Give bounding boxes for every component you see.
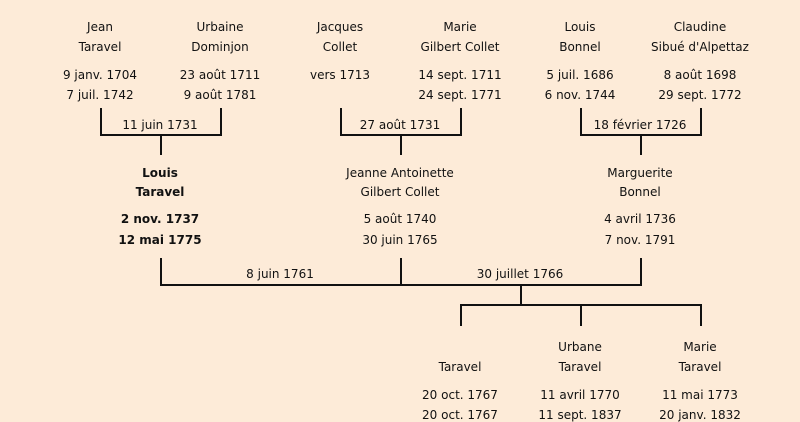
person-last-name: Sibué d'Alpettaz [651, 40, 749, 54]
person-first-name: Marguerite [607, 166, 673, 180]
person-birth-date: 5 juil. 1686 [546, 68, 614, 82]
person-last-name: Taravel [78, 40, 122, 54]
connector-children [460, 304, 702, 326]
person-birth-date: 2 nov. 1737 [120, 212, 200, 226]
person-last-name: Gilbert Collet [360, 185, 440, 199]
connector-bonnel-sibue [580, 108, 702, 155]
person-first-name: Jacques [316, 20, 364, 34]
person-birth-date: 11 mai 1773 [662, 388, 738, 402]
person-death-date: 30 juin 1765 [362, 233, 438, 247]
person-last-name: Taravel [558, 360, 602, 374]
person-birth-date: 11 avril 1770 [540, 388, 620, 402]
person-birth-date: 23 août 1711 [179, 68, 261, 82]
person-birth-date: vers 1713 [309, 68, 371, 82]
person-first-name: Marie [443, 20, 477, 34]
person-death-date: 20 oct. 1767 [422, 408, 498, 422]
person-last-name: Collet [322, 40, 358, 54]
person-first-name: Marie [683, 340, 717, 354]
person-death-date: 6 nov. 1744 [544, 88, 616, 102]
person-last-name: Dominjon [191, 40, 249, 54]
person-first-name: Jean [87, 20, 113, 34]
person-first-name: Jeanne Antoinette [346, 166, 454, 180]
person-birth-date: 5 août 1740 [363, 212, 437, 226]
person-first-name: Urbane [558, 340, 602, 354]
person-death-date: 20 janv. 1832 [659, 408, 741, 422]
person-death-date: 29 sept. 1772 [658, 88, 742, 102]
person-birth-date: 8 août 1698 [663, 68, 737, 82]
person-last-name: Taravel [438, 360, 482, 374]
marriage-date: 30 juillet 1766 [476, 267, 564, 281]
person-death-date: 12 mai 1775 [118, 233, 202, 247]
person-birth-date: 9 janv. 1704 [62, 68, 138, 82]
person-birth-date: 14 sept. 1711 [418, 68, 502, 82]
person-death-date: 11 sept. 1837 [538, 408, 622, 422]
person-birth-date: 4 avril 1736 [604, 212, 676, 226]
person-last-name: Taravel [135, 185, 185, 199]
person-first-name: Louis [564, 20, 596, 34]
marriage-date: 11 juin 1731 [122, 118, 198, 132]
connector-parents [160, 258, 642, 305]
person-last-name: Bonnel [619, 185, 661, 199]
person-last-name: Gilbert Collet [420, 40, 500, 54]
person-last-name: Bonnel [559, 40, 601, 54]
person-first-name: Louis [142, 166, 178, 180]
marriage-date: 18 février 1726 [593, 118, 687, 132]
person-death-date: 7 juil. 1742 [66, 88, 134, 102]
person-death-date: 24 sept. 1771 [418, 88, 502, 102]
person-death-date: 7 nov. 1791 [604, 233, 676, 247]
person-first-name: Claudine [673, 20, 727, 34]
person-death-date: 9 août 1781 [183, 88, 257, 102]
person-first-name: Urbaine [196, 20, 244, 34]
connector-taravel-dominjon [100, 108, 222, 155]
person-birth-date: 20 oct. 1767 [422, 388, 498, 402]
marriage-date: 8 juin 1761 [246, 267, 314, 281]
connector-collet-gilbert [340, 108, 462, 155]
marriage-date: 27 août 1731 [359, 118, 441, 132]
person-last-name: Taravel [678, 360, 722, 374]
